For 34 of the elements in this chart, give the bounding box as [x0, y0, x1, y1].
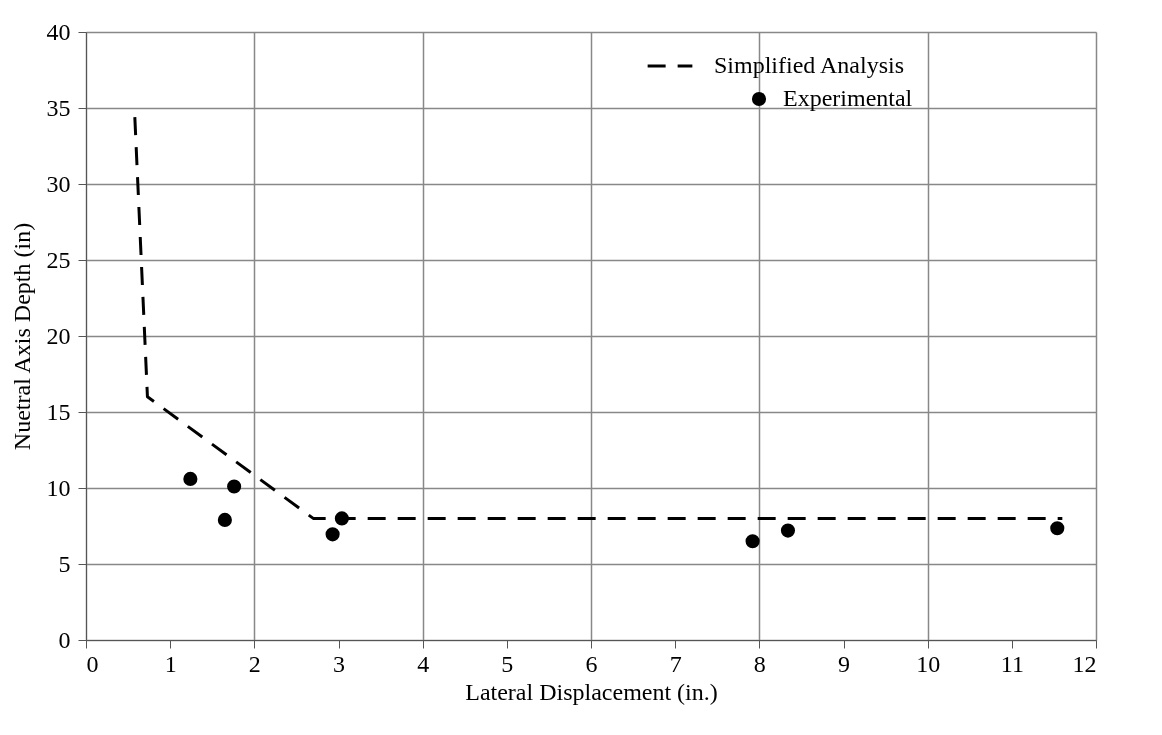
y-tick-label: 20 [46, 322, 71, 349]
x-tick-label: 9 [838, 650, 850, 677]
x-tick-label: 2 [248, 650, 261, 677]
y-tick-label: 40 [46, 18, 71, 45]
point [325, 527, 340, 542]
x-tick-label: 1 [164, 650, 177, 677]
x-tick-label: 0 [86, 650, 99, 677]
x-tick-label: 4 [417, 650, 430, 677]
y-tick-label: 30 [46, 170, 71, 197]
y-tick-label: 15 [46, 398, 71, 425]
point [780, 523, 796, 538]
x-tick-label: 6 [585, 650, 598, 677]
point [334, 511, 349, 526]
x-tick-label: 5 [501, 650, 514, 677]
point [1050, 521, 1065, 536]
y-tick-label: 25 [46, 246, 71, 273]
legend-label: Simplified Analysis [714, 52, 905, 78]
point [217, 512, 232, 527]
legend-label: Experimental [783, 85, 913, 111]
y-tick-label: 0 [58, 626, 71, 653]
y-tick-label: 5 [58, 550, 71, 577]
x-tick-label: 11 [1000, 650, 1024, 677]
x-tick-label: 7 [669, 650, 682, 677]
x-axis-title: Lateral Displacement (in.) [465, 678, 718, 705]
point [745, 534, 760, 549]
y-tick-label: 10 [46, 474, 71, 501]
x-tick-label: 10 [916, 650, 941, 677]
point [183, 471, 198, 486]
point [227, 479, 242, 494]
x-tick-label: 12 [1072, 650, 1097, 677]
x-tick-label: 3 [333, 650, 345, 677]
x-tick-label: 8 [753, 650, 766, 677]
y-tick-label: 35 [46, 94, 71, 121]
y-axis-title: Nuetral Axis Depth (in) [8, 222, 35, 451]
